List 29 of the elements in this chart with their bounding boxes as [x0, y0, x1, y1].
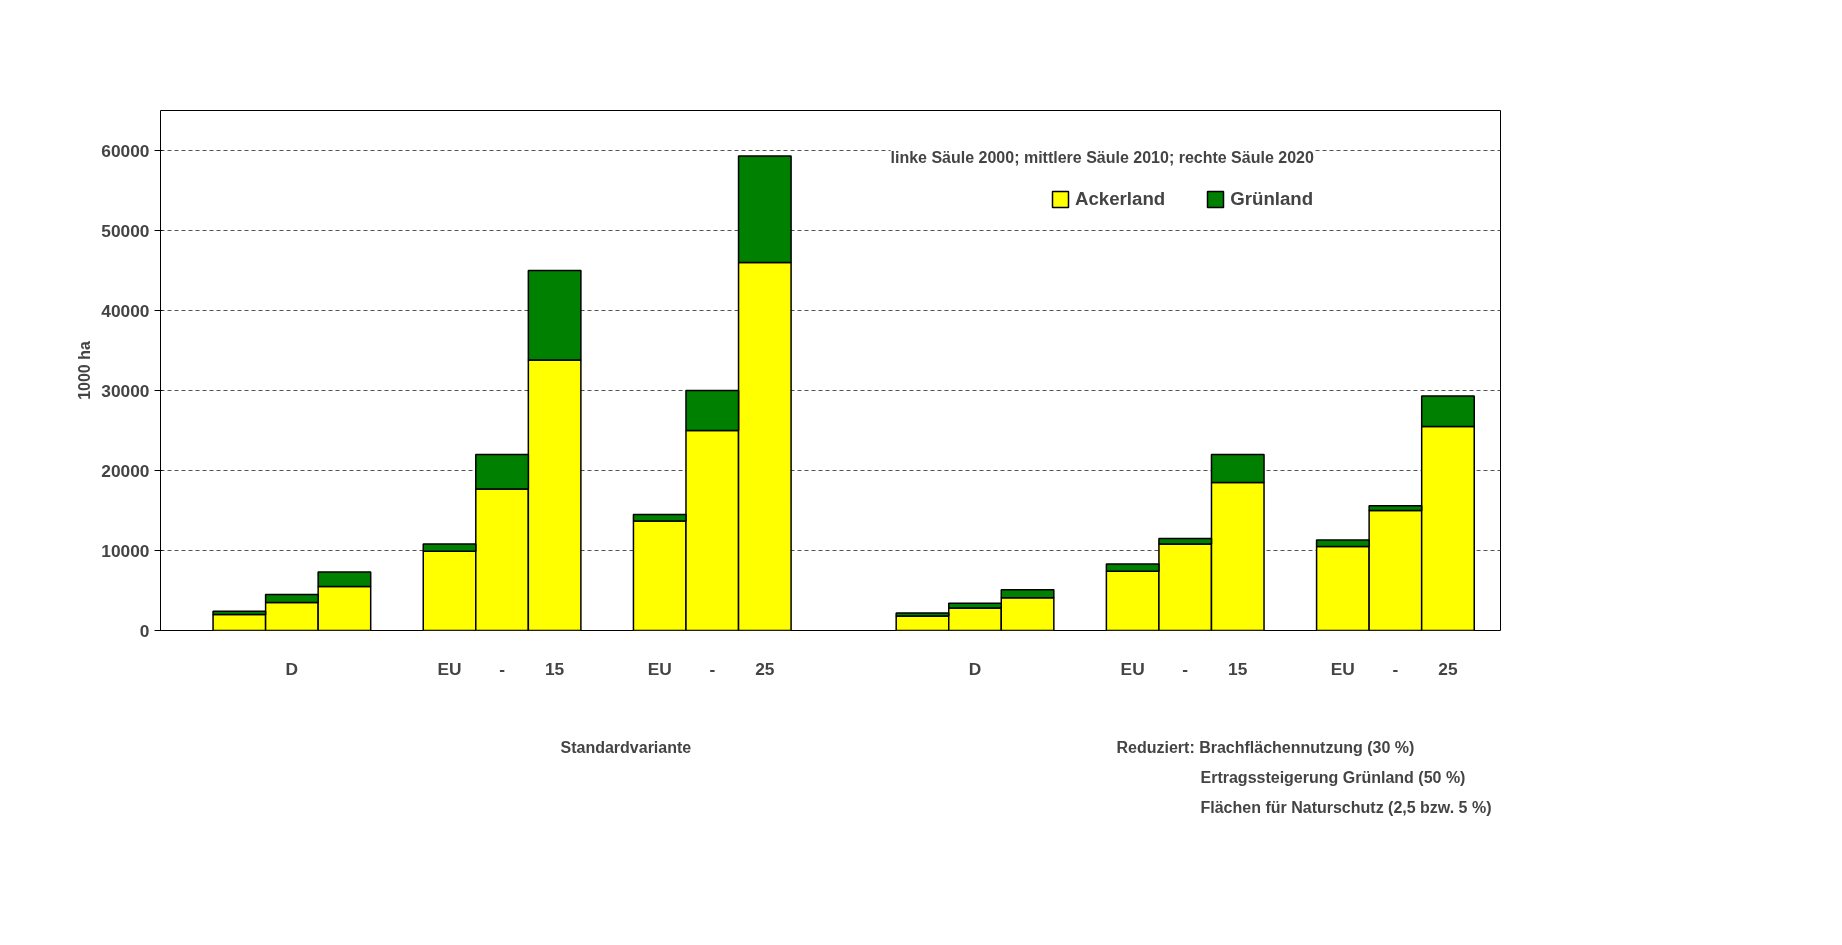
x-tick-label: 15: [544, 658, 565, 679]
y-tick-label: 50000: [101, 220, 150, 241]
x-tick-label: EU: [1120, 658, 1145, 679]
legend-label: Ackerland: [1075, 188, 1166, 210]
x-tick-label: 15: [1228, 658, 1248, 679]
y-axis-title: 1000 ha: [76, 341, 94, 400]
y-tick-label: 10000: [101, 540, 150, 561]
x-tick-label: -: [1392, 658, 1399, 679]
x-tick-label: -: [499, 658, 506, 679]
y-tick-label: 0: [139, 620, 150, 641]
y-tick-label: 30000: [101, 380, 150, 401]
x-tick-label: 25: [1438, 658, 1458, 679]
x-tick-label: 25: [755, 658, 775, 679]
text: linke Säule 2000; mittlere Säule 2010; rechte Säule 2020: [890, 148, 1314, 166]
y-tick-label: 20000: [101, 460, 150, 481]
text: Ertragssteigerung Grünland (50 %): [1200, 768, 1466, 786]
x-tick-label: D: [285, 658, 299, 679]
text: Reduziert: Brachflächennutzung (30 %): [1116, 738, 1415, 756]
text: Flächen für Naturschutz (2,5 bzw. 5 %): [1200, 798, 1492, 816]
text: Standardvariante: [560, 738, 692, 756]
x-tick-label: -: [709, 658, 716, 679]
x-tick-label: D: [968, 658, 982, 679]
x-tick-label: -: [1182, 658, 1189, 679]
x-tick-label: EU: [437, 658, 462, 679]
y-tick-label: 40000: [101, 300, 150, 321]
x-tick-label: EU: [647, 658, 672, 679]
y-tick-label: 60000: [101, 140, 150, 161]
legend-label: Grünland: [1230, 188, 1314, 210]
x-tick-label: EU: [1330, 658, 1355, 679]
